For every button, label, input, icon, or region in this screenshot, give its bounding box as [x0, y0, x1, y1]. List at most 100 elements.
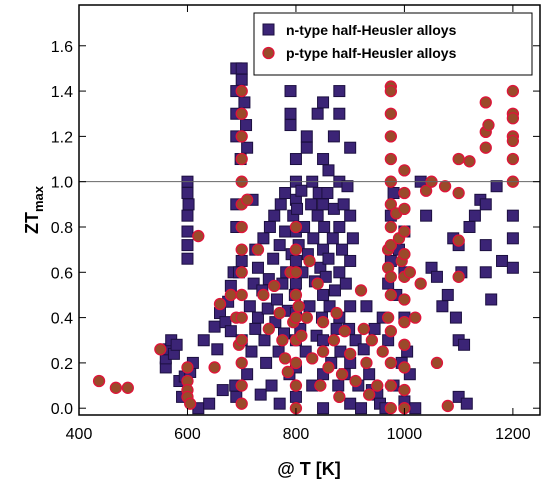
n-type-point	[506, 209, 519, 222]
n-type-point	[260, 356, 273, 369]
n-type-point	[346, 232, 359, 245]
n-type-point	[355, 402, 368, 415]
n-type-point	[441, 288, 454, 301]
n-type-point	[300, 141, 313, 154]
p-type-point	[192, 229, 205, 243]
n-type-point	[479, 266, 492, 279]
p-type-point	[292, 300, 305, 313]
p-type-point	[398, 315, 411, 329]
n-type-point	[299, 345, 312, 358]
p-type-point	[363, 388, 376, 401]
y-tick-label: 0.0	[51, 401, 73, 418]
n-type-point	[267, 252, 280, 265]
n-type-point	[311, 209, 324, 222]
n-type-point	[284, 107, 297, 120]
p-type-point	[257, 288, 270, 302]
n-type-point	[243, 300, 256, 313]
n-type-point	[420, 209, 433, 222]
n-type-point	[235, 73, 248, 86]
n-type-point	[289, 254, 302, 267]
y-axis-title-sub: max	[31, 185, 46, 212]
p-type-point	[398, 186, 411, 200]
y-tick-label: 0.6	[51, 265, 73, 282]
n-type-point	[317, 334, 330, 347]
n-type-point	[247, 277, 260, 290]
p-type-point	[357, 322, 370, 336]
n-type-point	[263, 220, 276, 233]
y-tick-label: 1.0	[51, 175, 73, 192]
n-type-point	[265, 379, 278, 392]
n-type-point	[344, 209, 357, 222]
p-type-point	[330, 306, 343, 320]
n-type-point	[307, 232, 320, 245]
p-type-point	[235, 379, 248, 392]
p-type-point	[409, 311, 422, 324]
p-type-point	[452, 186, 465, 200]
p-type-point	[338, 325, 351, 338]
p-type-point	[384, 238, 398, 252]
p-type-point	[240, 193, 254, 206]
p-type-point	[482, 118, 495, 132]
legend-marker-p-type	[262, 46, 275, 60]
n-type-point	[387, 187, 400, 200]
p-type-point	[295, 329, 308, 342]
p-type-point	[438, 180, 452, 193]
legend-label-p-type: p-type half-Heusler alloys	[286, 45, 457, 61]
p-type-point	[384, 130, 398, 143]
n-type-point	[436, 300, 449, 313]
p-type-point	[452, 234, 465, 247]
n-type-point	[238, 96, 251, 109]
x-tick-label: 600	[174, 426, 201, 443]
n-type-point	[360, 300, 373, 313]
p-type-point	[289, 379, 303, 392]
p-type-point	[384, 107, 398, 120]
n-type-point	[311, 107, 324, 120]
n-type-point	[181, 187, 194, 200]
n-type-point	[460, 397, 473, 410]
n-type-point	[463, 220, 476, 233]
x-axis-title: @ T [K]	[277, 459, 341, 479]
p-type-point	[479, 141, 492, 154]
x-tick-label: 1000	[387, 426, 423, 443]
n-type-point	[249, 322, 262, 335]
p-type-point	[452, 152, 465, 166]
n-type-point	[328, 284, 341, 297]
p-type-point	[92, 374, 106, 388]
p-type-point	[311, 277, 324, 290]
n-type-point	[224, 325, 237, 338]
y-tick-label: 1.6	[51, 39, 73, 56]
n-type-point	[251, 261, 264, 274]
p-type-point	[235, 84, 248, 98]
p-type-point	[322, 361, 335, 374]
p-type-point	[463, 155, 476, 168]
p-type-point	[403, 266, 416, 279]
n-type-point	[170, 338, 183, 351]
p-type-point	[384, 84, 398, 98]
n-type-point	[241, 141, 254, 154]
p-type-point	[251, 243, 265, 256]
y-tick-label: 0.8	[51, 220, 73, 237]
n-type-point	[468, 209, 481, 222]
p-type-point	[398, 164, 411, 177]
p-type-point	[289, 356, 303, 370]
p-type-point	[235, 107, 248, 120]
p-type-point	[419, 184, 433, 197]
n-type-point	[181, 225, 194, 238]
n-type-point	[319, 270, 332, 283]
p-type-point	[235, 311, 248, 324]
y-axis-title-main: ZT	[22, 212, 42, 234]
p-type-point	[398, 383, 411, 397]
n-type-point	[182, 198, 195, 211]
p-type-point	[376, 345, 389, 358]
n-type-point	[273, 239, 286, 252]
p-type-point	[316, 315, 330, 329]
n-type-point	[261, 302, 274, 315]
p-type-point	[289, 288, 303, 302]
n-type-point	[284, 85, 297, 98]
n-type-point	[496, 254, 509, 267]
n-type-point	[291, 202, 304, 215]
p-type-point	[398, 202, 411, 216]
n-type-point	[268, 209, 281, 222]
n-type-point	[295, 184, 308, 197]
p-type-point	[384, 356, 398, 370]
